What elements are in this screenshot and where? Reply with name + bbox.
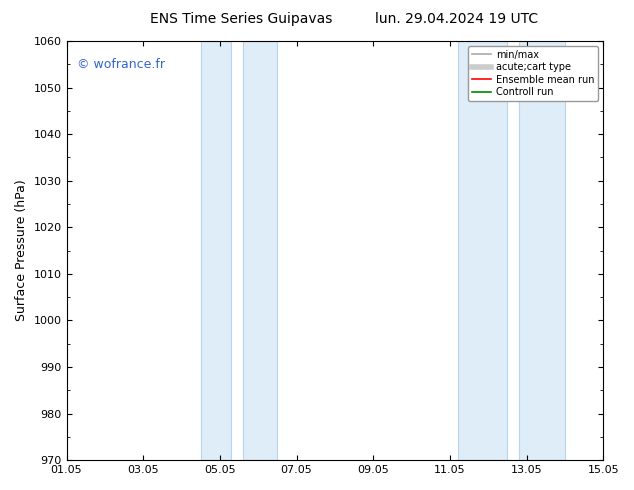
Text: lun. 29.04.2024 19 UTC: lun. 29.04.2024 19 UTC <box>375 12 538 26</box>
Text: ENS Time Series Guipavas: ENS Time Series Guipavas <box>150 12 332 26</box>
Y-axis label: Surface Pressure (hPa): Surface Pressure (hPa) <box>15 180 28 321</box>
Bar <box>201 41 231 460</box>
Bar <box>458 41 507 460</box>
Bar <box>519 41 565 460</box>
Bar <box>243 41 277 460</box>
Legend: min/max, acute;cart type, Ensemble mean run, Controll run: min/max, acute;cart type, Ensemble mean … <box>468 46 598 101</box>
Text: © wofrance.fr: © wofrance.fr <box>77 58 165 71</box>
